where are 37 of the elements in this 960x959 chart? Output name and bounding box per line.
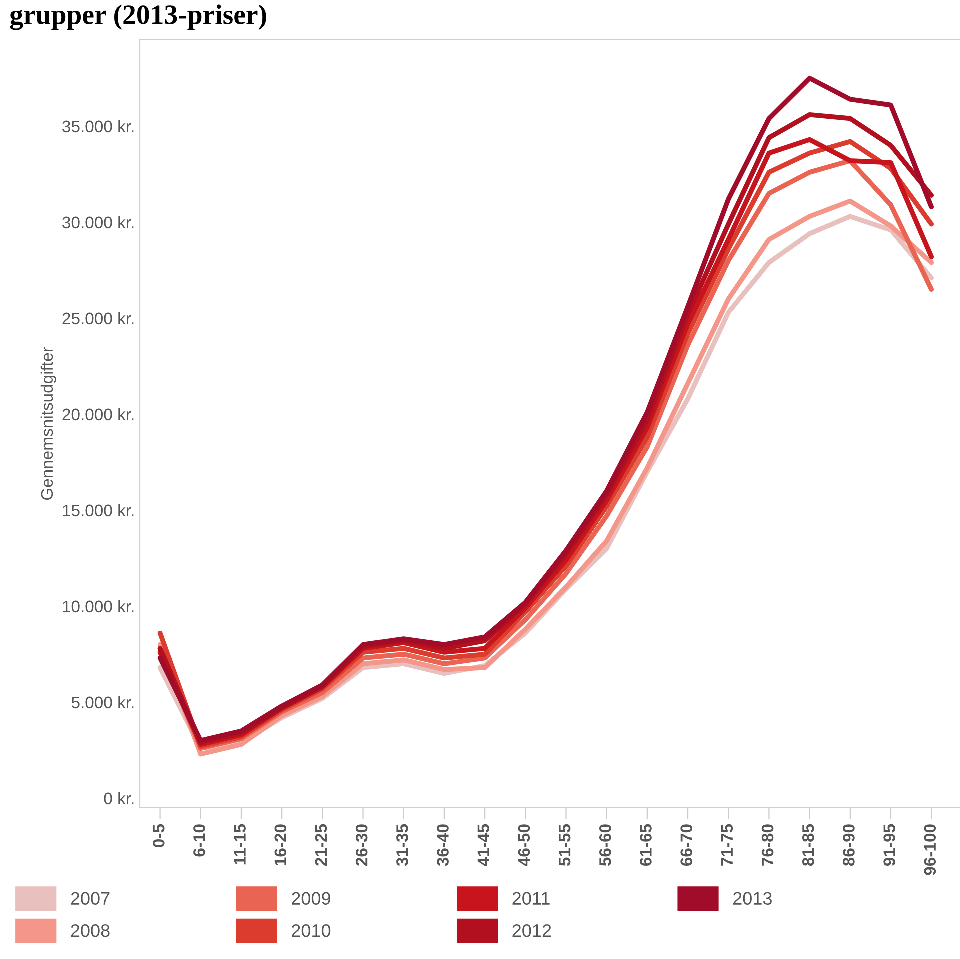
chart-title: grupper (2013-priser) (10, 4, 266, 30)
x-tick-label: 11-15 (234, 824, 246, 865)
x-tick-label: 86-90 (843, 824, 855, 866)
x-tick-label: 26-30 (356, 824, 368, 866)
x-tick-label: 91-95 (884, 824, 896, 866)
y-tick-label: 35.000 kr. (62, 120, 134, 133)
legend-label: 2009 (292, 892, 330, 906)
legend-label: 2012 (512, 924, 552, 938)
y-tick-label: 10.000 kr. (63, 600, 134, 613)
x-tick-label: 51-55 (559, 824, 571, 866)
legend-label: 2010 (292, 924, 331, 938)
x-tick-label: 46-50 (518, 824, 530, 866)
legend-label: 2008 (71, 924, 110, 938)
x-tick-label: 56-60 (600, 824, 612, 866)
legend-label: 2007 (71, 892, 110, 906)
x-tick-label: 41-45 (478, 824, 490, 866)
legend-label: 2011 (512, 892, 550, 906)
x-tick-label: 16-20 (274, 824, 287, 866)
x-tick-label: 21-25 (315, 824, 328, 866)
x-tick-label: 0-5 (152, 824, 165, 848)
x-tick-label: 61-65 (640, 824, 652, 866)
x-tick-label: 76-80 (762, 824, 774, 866)
x-tick-label: 71-75 (721, 824, 734, 866)
y-tick-label: 15.000 kr. (63, 504, 134, 517)
x-tick-label: 6-10 (194, 824, 206, 857)
x-tick-label: 31-35 (396, 824, 408, 866)
y-tick-label: 5.000 kr. (72, 696, 134, 709)
legend-label: 2013 (733, 892, 772, 906)
y-tick-label: 20.000 kr. (62, 408, 134, 421)
y-axis-title: Gennemsnitsudgifter (40, 347, 56, 500)
x-tick-label: 66-70 (680, 824, 692, 866)
y-tick-label: 0 kr. (104, 792, 134, 805)
x-tick-label: 96-100 (924, 824, 936, 876)
y-tick-label: 25.000 kr. (62, 312, 134, 325)
x-tick-label: 36-40 (437, 824, 449, 866)
x-tick-label: 81-85 (802, 824, 814, 866)
y-tick-label: 30.000 kr. (62, 216, 134, 229)
